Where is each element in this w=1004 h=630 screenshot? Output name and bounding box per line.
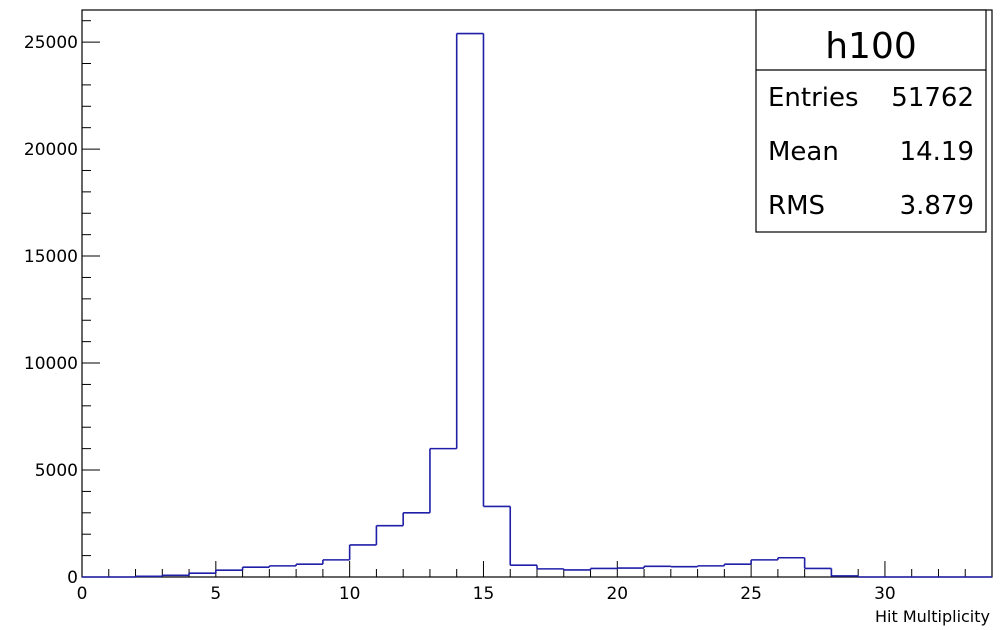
stats-row-label: Entries [768, 83, 859, 113]
stats-row-value: 51762 [891, 83, 974, 113]
stats-row-label: Mean [768, 137, 839, 167]
stats-row-label: RMS [768, 191, 825, 221]
stats-row-value: 14.19 [900, 137, 974, 167]
histogram-layer [82, 32, 992, 578]
stats-box [755, 9, 987, 233]
y-tick-label: 15000 [24, 247, 78, 267]
x-tick-label: 30 [874, 584, 896, 604]
axis-ticks-layer [81, 20, 993, 578]
x-tick-label: 15 [473, 584, 495, 604]
stats-box-layer: h100 Entries 51762 Mean 14.19 RMS 3.879 [755, 9, 987, 233]
x-tick-label: 20 [606, 584, 628, 604]
x-tick-label: 0 [77, 584, 88, 604]
stats-box-title: h100 [825, 26, 917, 67]
y-tick-label: 10000 [24, 354, 78, 374]
y-tick-label: 25000 [24, 33, 78, 53]
stats-row-value: 3.879 [900, 191, 974, 221]
tick-labels-layer: 0 5000 10000 15000 20000 25000 0 5 10 15 20 25 30 [24, 33, 896, 604]
x-tick-label: 25 [740, 584, 762, 604]
x-axis-title: Hit Multiplicity [875, 607, 990, 626]
y-tick-label: 20000 [24, 140, 78, 160]
y-tick-label: 5000 [35, 461, 78, 481]
x-tick-label: 10 [339, 584, 361, 604]
y-tick-label: 0 [67, 568, 78, 588]
x-tick-label: 5 [210, 584, 221, 604]
